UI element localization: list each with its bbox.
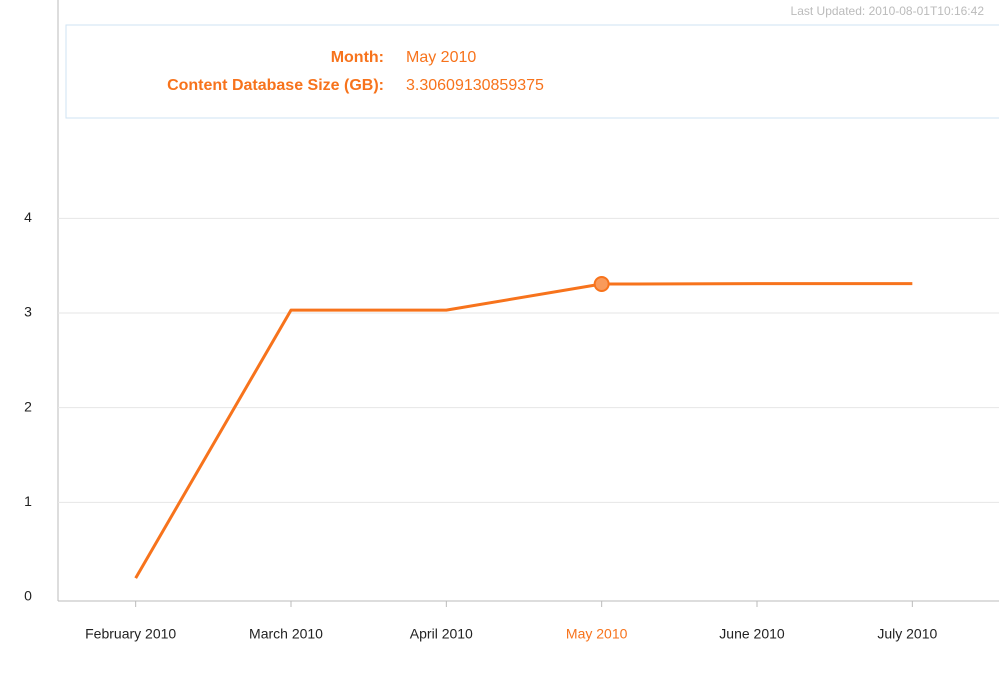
tooltip-key: Content Database Size (GB): — [167, 77, 384, 94]
y-tick-label: 3 — [24, 304, 32, 320]
x-tick-label: March 2010 — [249, 626, 323, 642]
y-tick-label: 1 — [24, 493, 32, 509]
y-tick-label: 0 — [24, 588, 32, 604]
highlight-point — [593, 276, 610, 293]
x-tick-label: February 2010 — [85, 626, 176, 642]
tooltip-value: 3.30609130859375 — [406, 77, 544, 94]
y-tick-label: 4 — [24, 209, 32, 225]
line — [134, 282, 913, 579]
x-tick-label: June 2010 — [719, 626, 785, 642]
x-tick-label: July 2010 — [877, 626, 937, 642]
tooltip-value: May 2010 — [406, 49, 476, 66]
last-updated: Last Updated: 2010-08-01T10:16:42 — [791, 4, 985, 18]
x-tick-label: May 2010 — [566, 626, 628, 642]
x-tick-label: April 2010 — [410, 626, 473, 642]
tooltip-key: Month: — [331, 49, 384, 66]
y-tick-label: 2 — [24, 398, 32, 414]
tooltip — [65, 24, 999, 119]
